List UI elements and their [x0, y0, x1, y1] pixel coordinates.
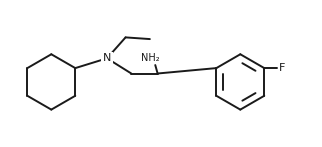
Text: N: N [103, 53, 111, 63]
Text: NH₂: NH₂ [141, 53, 159, 63]
Text: F: F [279, 63, 285, 73]
